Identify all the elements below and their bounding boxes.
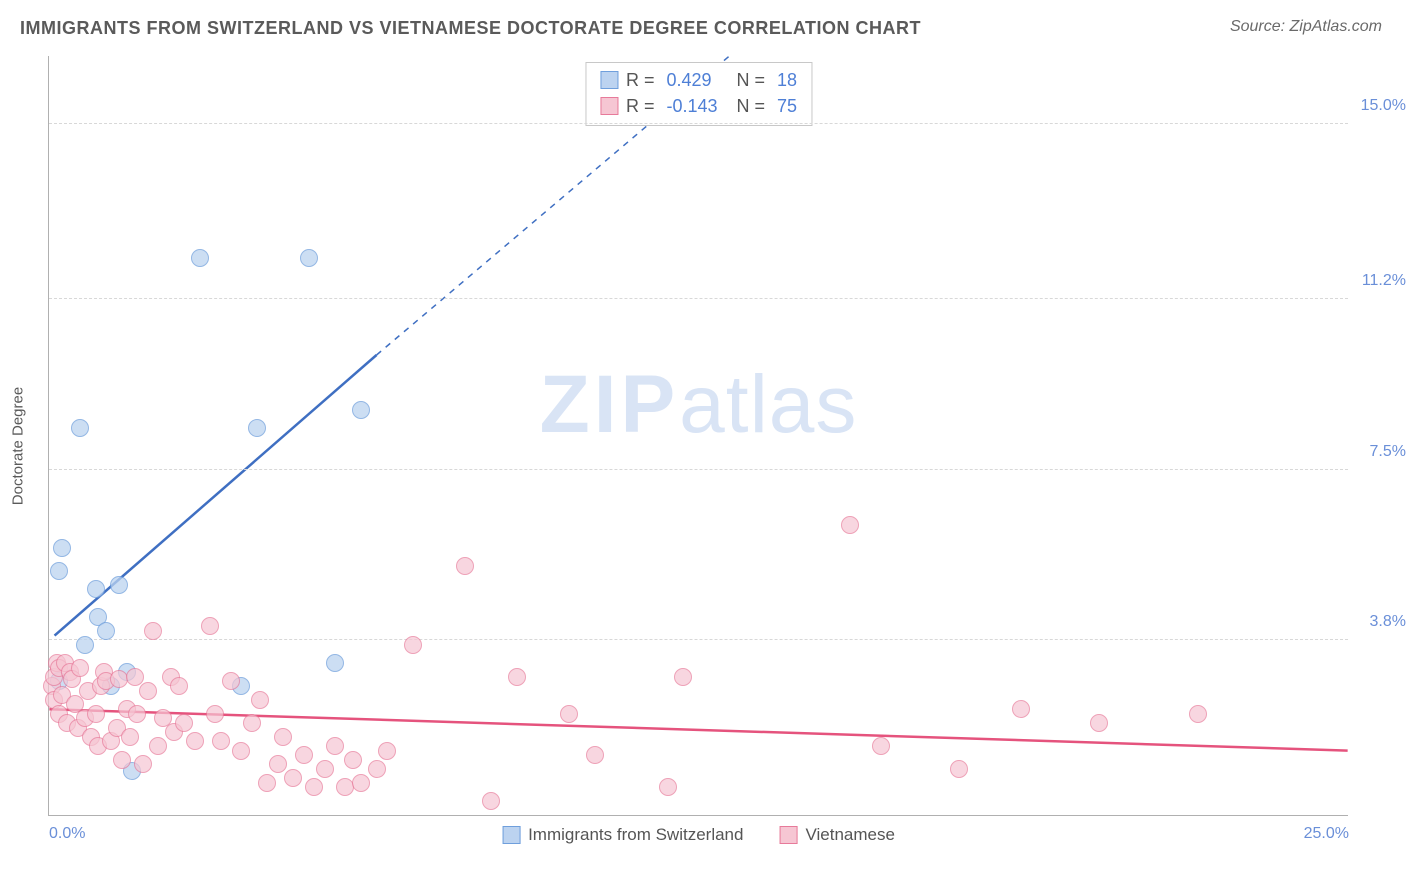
scatter-point-viet: [87, 705, 105, 723]
gridline: [49, 639, 1348, 640]
scatter-point-swiss: [326, 654, 344, 672]
y-tick-label: 15.0%: [1361, 97, 1406, 115]
scatter-point-viet: [456, 557, 474, 575]
scatter-point-swiss: [71, 419, 89, 437]
scatter-point-swiss: [352, 401, 370, 419]
scatter-point-viet: [482, 792, 500, 810]
scatter-point-viet: [404, 636, 422, 654]
scatter-point-viet: [170, 677, 188, 695]
stat-value-n-viet: 75: [777, 93, 797, 119]
scatter-point-viet: [1012, 700, 1030, 718]
scatter-point-viet: [560, 705, 578, 723]
y-tick-label: 7.5%: [1370, 443, 1406, 461]
scatter-point-viet: [274, 728, 292, 746]
source-attribution: Source: ZipAtlas.com: [1230, 18, 1382, 36]
scatter-point-viet: [305, 778, 323, 796]
scatter-point-viet: [1189, 705, 1207, 723]
gridline: [49, 469, 1348, 470]
legend-label-swiss: Immigrants from Switzerland: [528, 825, 743, 845]
scatter-point-swiss: [191, 249, 209, 267]
stat-label-n: N =: [736, 67, 765, 93]
scatter-point-viet: [128, 705, 146, 723]
scatter-point-viet: [212, 732, 230, 750]
scatter-point-viet: [586, 746, 604, 764]
scatter-point-viet: [368, 760, 386, 778]
y-axis-title: Doctorate Degree: [10, 387, 27, 505]
scatter-point-viet: [222, 672, 240, 690]
stat-label-r: R =: [626, 67, 655, 93]
scatter-point-viet: [186, 732, 204, 750]
scatter-point-viet: [659, 778, 677, 796]
legend-swatch-swiss: [600, 71, 618, 89]
x-tick-label: 25.0%: [1304, 825, 1349, 843]
scatter-point-viet: [872, 737, 890, 755]
scatter-point-viet: [232, 742, 250, 760]
scatter-point-swiss: [248, 419, 266, 437]
gridline: [49, 298, 1348, 299]
scatter-point-viet: [269, 755, 287, 773]
legend-label-viet: Vietnamese: [805, 825, 894, 845]
scatter-point-swiss: [300, 249, 318, 267]
legend-item-swiss: Immigrants from Switzerland: [502, 825, 743, 845]
scatter-point-viet: [121, 728, 139, 746]
x-tick-label: 0.0%: [49, 825, 85, 843]
scatter-point-swiss: [53, 539, 71, 557]
gridline: [49, 123, 1348, 124]
scatter-point-viet: [295, 746, 313, 764]
correlation-stats-box: R = 0.429 N = 18 R = -0.143 N = 75: [585, 62, 812, 126]
scatter-point-viet: [378, 742, 396, 760]
legend-item-viet: Vietnamese: [779, 825, 894, 845]
scatter-point-viet: [175, 714, 193, 732]
scatter-point-viet: [352, 774, 370, 792]
scatter-point-swiss: [76, 636, 94, 654]
scatter-point-viet: [841, 516, 859, 534]
watermark: ZIPatlas: [540, 358, 858, 452]
stat-label-n: N =: [736, 93, 765, 119]
scatter-point-swiss: [50, 562, 68, 580]
regression-lines: [49, 56, 1348, 815]
chart-title: IMMIGRANTS FROM SWITZERLAND VS VIETNAMES…: [20, 18, 921, 39]
scatter-point-viet: [251, 691, 269, 709]
scatter-point-viet: [144, 622, 162, 640]
scatter-point-viet: [284, 769, 302, 787]
scatter-point-swiss: [87, 580, 105, 598]
scatter-point-viet: [1090, 714, 1108, 732]
scatter-point-viet: [113, 751, 131, 769]
stat-label-r: R =: [626, 93, 655, 119]
scatter-point-viet: [243, 714, 261, 732]
scatter-point-viet: [149, 737, 167, 755]
scatter-point-viet: [344, 751, 362, 769]
scatter-point-viet: [258, 774, 276, 792]
scatter-point-viet: [326, 737, 344, 755]
series-legend: Immigrants from Switzerland Vietnamese: [502, 825, 895, 845]
scatter-point-viet: [674, 668, 692, 686]
stat-row-viet: R = -0.143 N = 75: [600, 93, 797, 119]
stat-value-n-swiss: 18: [777, 67, 797, 93]
scatter-point-viet: [71, 659, 89, 677]
stat-row-swiss: R = 0.429 N = 18: [600, 67, 797, 93]
scatter-plot-area: ZIPatlas R =0.429N =18R =-0.143N =75 Imm…: [48, 56, 1348, 816]
scatter-point-viet: [139, 682, 157, 700]
legend-swatch-viet: [600, 97, 618, 115]
scatter-point-viet: [201, 617, 219, 635]
stat-value-r-swiss: 0.429: [666, 67, 728, 93]
y-tick-label: 11.2%: [1362, 272, 1406, 290]
scatter-point-viet: [316, 760, 334, 778]
scatter-point-viet: [134, 755, 152, 773]
scatter-point-viet: [206, 705, 224, 723]
legend-swatch-viet: [779, 826, 797, 844]
legend-swatch-swiss: [502, 826, 520, 844]
y-tick-label: 3.8%: [1370, 613, 1406, 631]
scatter-point-swiss: [97, 622, 115, 640]
scatter-point-viet: [950, 760, 968, 778]
scatter-point-swiss: [110, 576, 128, 594]
scatter-point-viet: [508, 668, 526, 686]
stat-value-r-viet: -0.143: [666, 93, 728, 119]
